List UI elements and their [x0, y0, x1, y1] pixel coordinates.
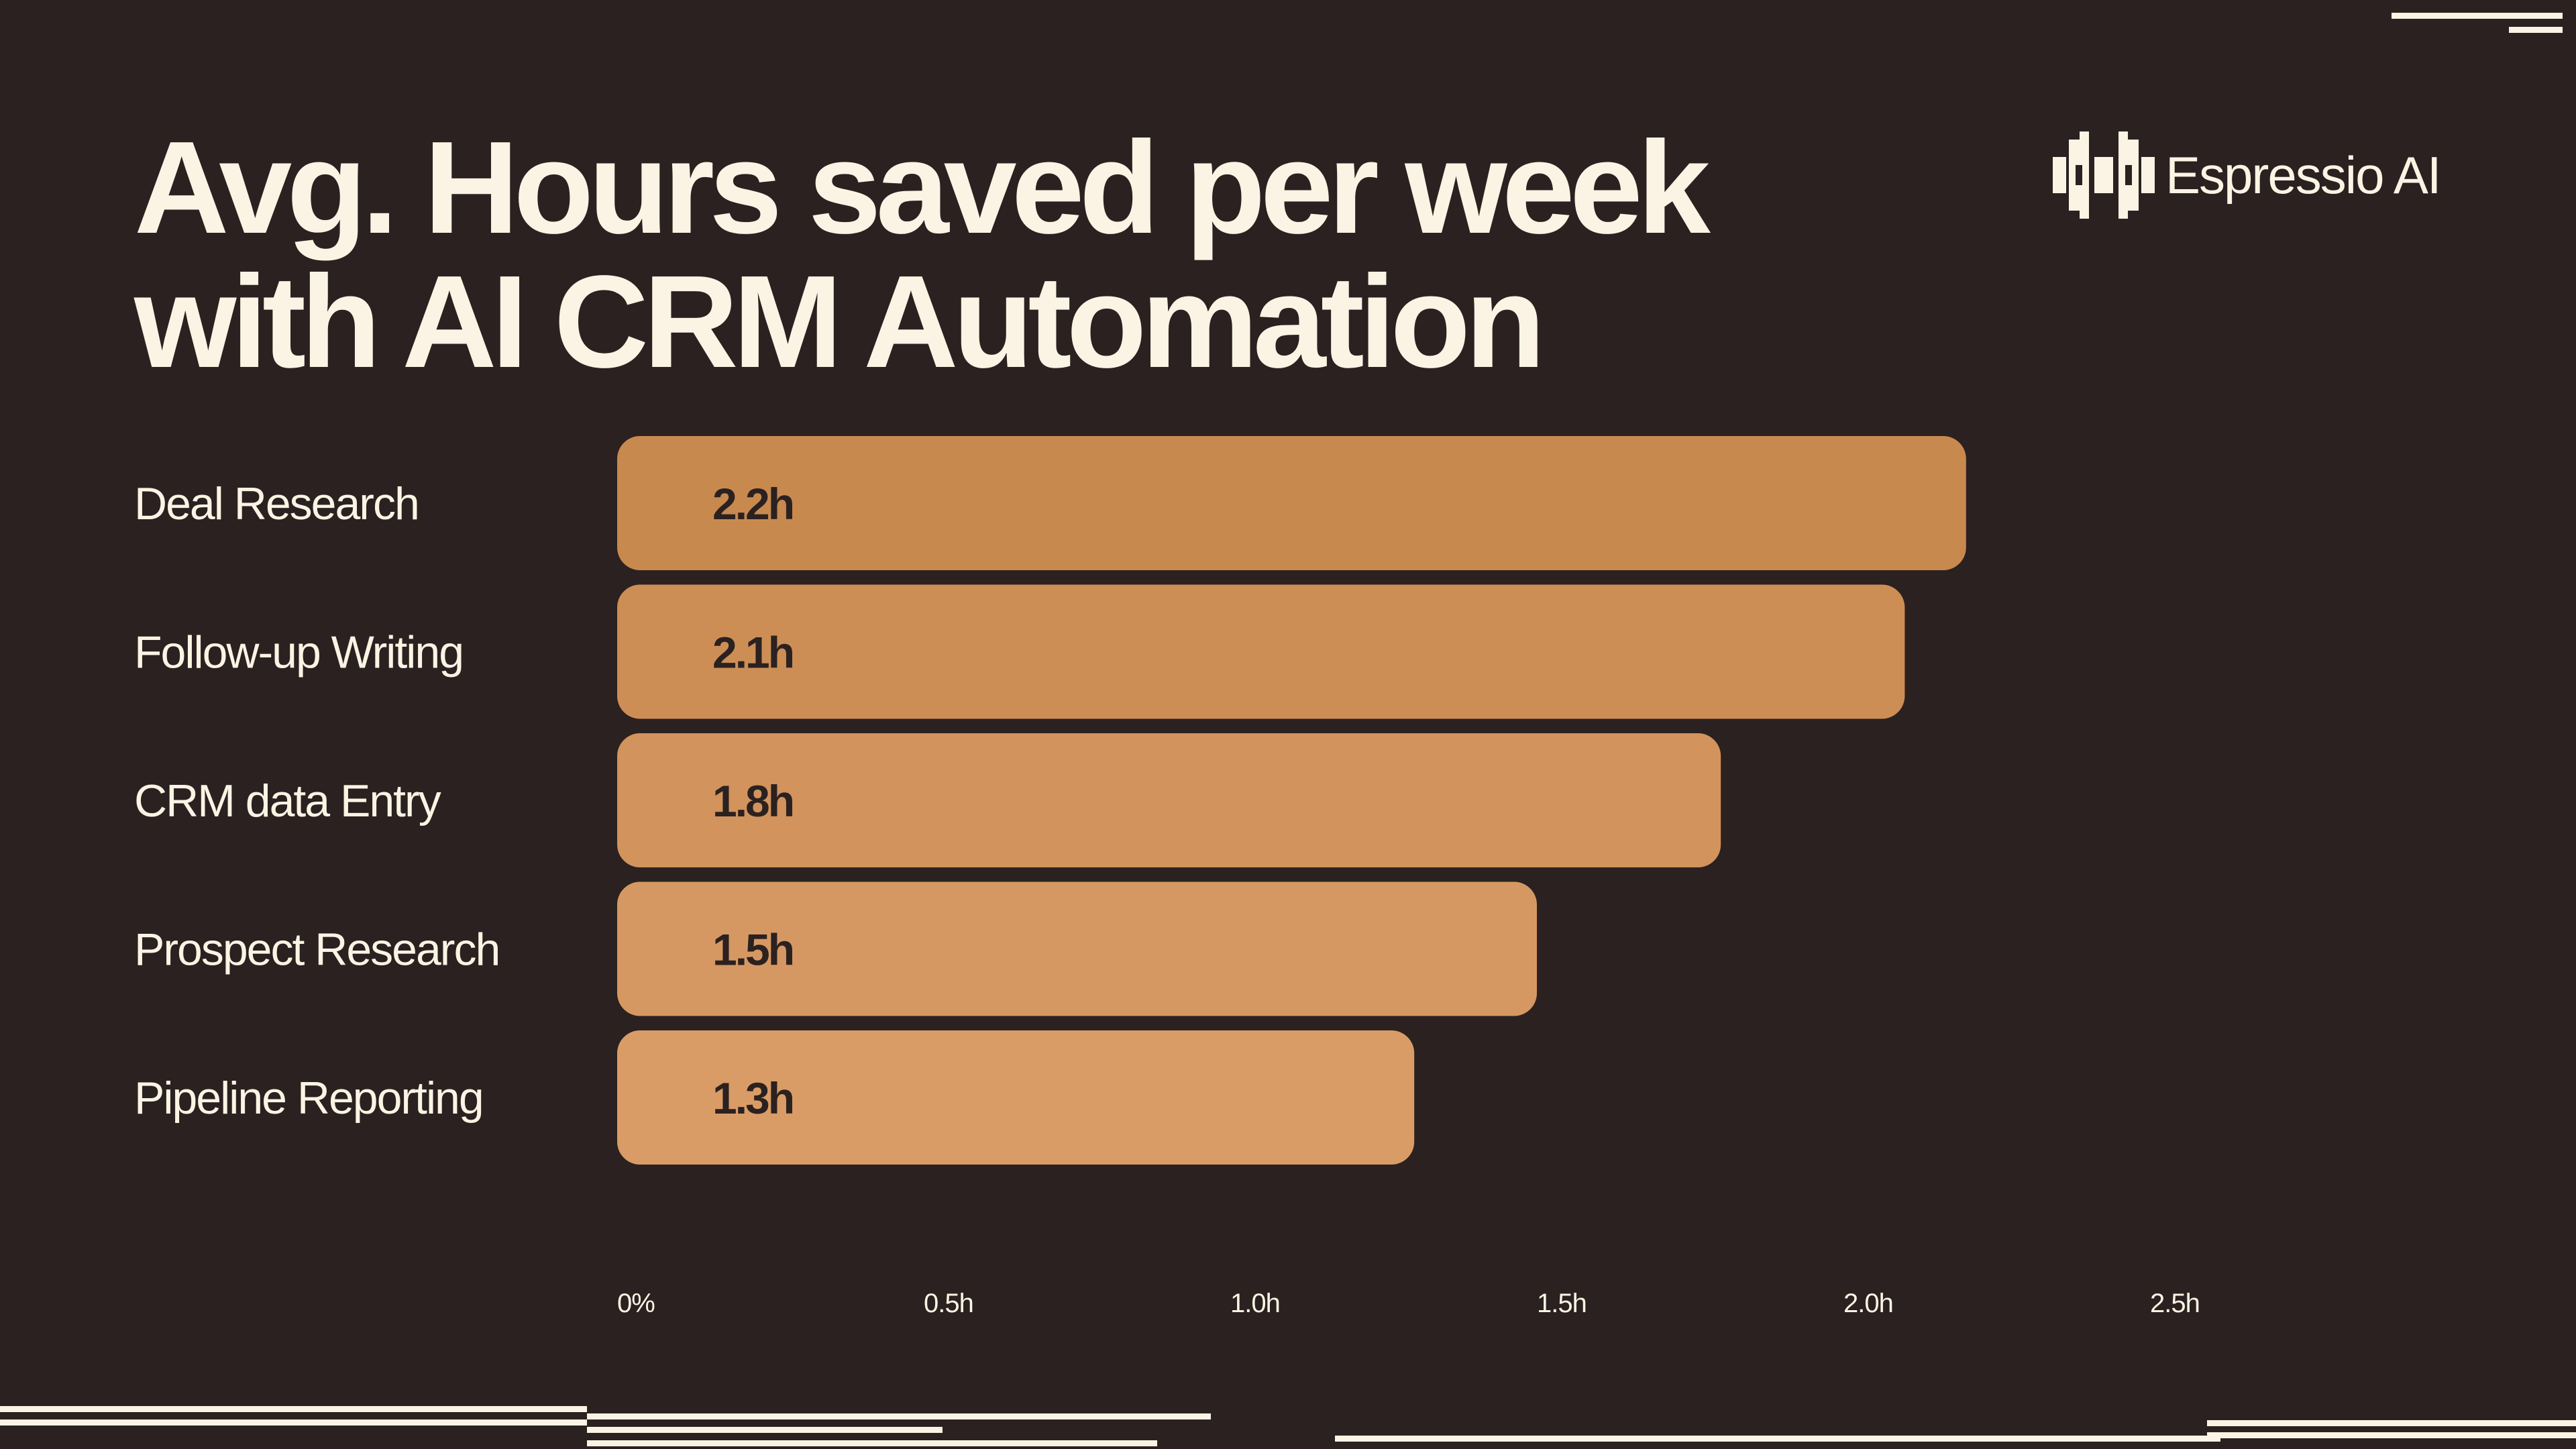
x-tick-label: 2.0h	[1843, 1289, 1893, 1318]
x-tick-label: 2.5h	[2150, 1289, 2200, 1318]
espressio-logo-icon	[2053, 131, 2155, 219]
bar-value-label: 2.1h	[712, 628, 793, 678]
bar	[617, 436, 1966, 570]
x-tick-label: 1.0h	[1230, 1289, 1280, 1318]
bar-value-label: 1.5h	[712, 925, 793, 975]
bar-value-label: 1.8h	[712, 776, 793, 826]
brand-logo: Espressio AI	[2053, 131, 2442, 219]
bar-value-label: 2.2h	[712, 479, 793, 529]
category-label: Follow-up Writing	[134, 627, 463, 678]
category-label: Pipeline Reporting	[134, 1073, 483, 1124]
category-label: Deal Research	[134, 478, 419, 529]
bar	[617, 881, 1537, 1016]
chart-title: Avg. Hours saved per week with AI CRM Au…	[134, 114, 1711, 395]
x-tick-label: 0%	[617, 1289, 655, 1318]
bar	[617, 733, 1721, 867]
bar-value-label: 1.3h	[712, 1073, 793, 1123]
x-tick-label: 1.5h	[1537, 1289, 1587, 1318]
bar	[617, 1030, 1415, 1165]
x-tick-label: 0.5h	[924, 1289, 973, 1318]
category-label: Prospect Research	[134, 924, 499, 975]
brand-name: Espressio AI	[2165, 145, 2442, 205]
category-label: CRM data Entry	[134, 775, 441, 826]
bar	[617, 584, 1905, 719]
